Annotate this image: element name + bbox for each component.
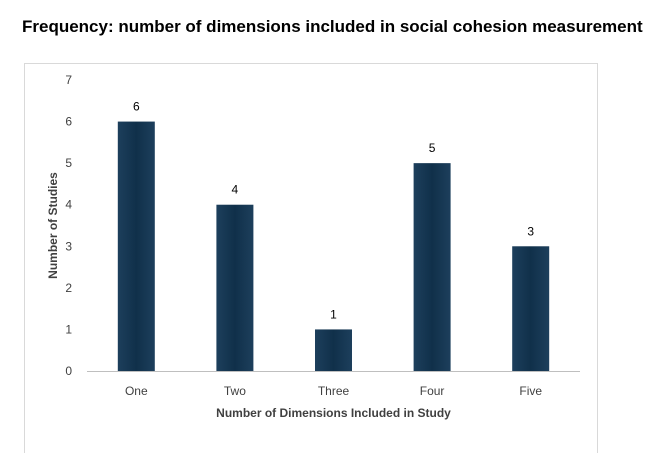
- data-label: 6: [133, 100, 140, 114]
- y-axis-title: Number of Studies: [46, 172, 60, 279]
- y-tick-label: 5: [65, 156, 72, 170]
- bar-one: [117, 121, 155, 371]
- y-tick-label: 2: [65, 281, 72, 295]
- bar-five: [512, 246, 550, 371]
- y-tick-label: 6: [65, 115, 72, 129]
- y-tick-label: 3: [65, 239, 72, 253]
- page-title: Frequency: number of dimensions included…: [22, 17, 643, 36]
- y-tick-label: 1: [65, 322, 72, 336]
- bar-two: [216, 204, 254, 371]
- data-label: 3: [527, 224, 534, 238]
- chart-frame: [24, 63, 598, 453]
- bars: [117, 121, 550, 371]
- y-axis-ticks: 0 1 2 3 4 5 6 7: [65, 73, 72, 378]
- x-tick-label: Five: [519, 384, 542, 398]
- data-label: 5: [429, 141, 436, 155]
- data-label: 4: [232, 183, 239, 197]
- bar-four: [413, 163, 451, 371]
- x-tick-label: Three: [318, 384, 350, 398]
- y-tick-label: 7: [65, 73, 72, 87]
- x-axis-title: Number of Dimensions Included in Study: [216, 406, 451, 420]
- x-axis-ticks: One Two Three Four Five: [125, 384, 542, 398]
- data-label: 1: [330, 307, 337, 321]
- x-tick-label: Four: [420, 384, 445, 398]
- x-tick-label: One: [125, 384, 148, 398]
- y-tick-label: 4: [65, 198, 72, 212]
- bar-three: [315, 329, 352, 371]
- y-tick-label: 0: [65, 364, 72, 378]
- data-labels: 6 4 1 5 3: [133, 100, 534, 322]
- x-tick-label: Two: [224, 384, 246, 398]
